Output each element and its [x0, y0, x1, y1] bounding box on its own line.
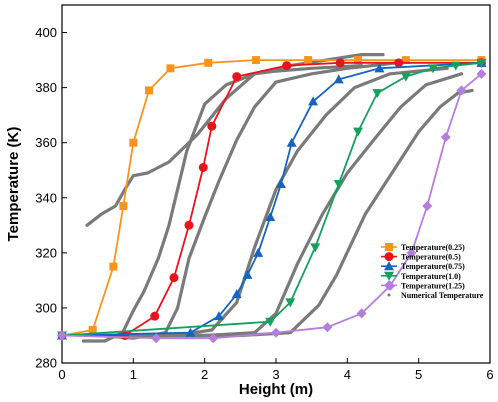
plot-area: [61, 4, 491, 364]
data-point: [119, 202, 128, 211]
y-tick-label: 340: [35, 190, 57, 205]
legend-marker: [384, 261, 394, 271]
experimental-curves: [57, 56, 487, 344]
data-point: [400, 72, 411, 82]
data-point: [406, 247, 417, 258]
legend-label: Temperature(1.25): [401, 281, 465, 290]
legend: Temperature(0.25)Temperature(0.5)Tempera…: [381, 243, 484, 300]
data-point: [185, 327, 196, 337]
data-point: [427, 64, 438, 74]
data-point: [476, 58, 487, 68]
data-point: [322, 322, 333, 333]
y-tick-label: 380: [35, 80, 57, 95]
data-point: [304, 56, 313, 65]
data-point: [286, 137, 297, 147]
x-axis-title: Height (m): [239, 381, 313, 398]
data-point: [374, 63, 385, 73]
legend-label: Numerical Temperature: [401, 291, 484, 300]
legend-label: Temperature(0.5): [401, 253, 461, 262]
data-point: [476, 68, 487, 79]
legend-marker: [385, 243, 393, 251]
data-point: [184, 220, 194, 230]
data-point: [169, 273, 179, 283]
x-tick-label: 6: [486, 367, 493, 382]
numerical-temperature-line: [81, 63, 364, 343]
x-tick-label: 1: [130, 367, 137, 382]
data-point: [282, 61, 292, 71]
data-point: [394, 58, 404, 68]
data-point: [150, 311, 160, 321]
data-point: [57, 330, 67, 341]
data-point: [109, 262, 118, 271]
data-point: [333, 74, 344, 84]
data-point: [207, 121, 217, 131]
data-point: [450, 61, 461, 71]
legend-marker: [384, 271, 394, 281]
data-point: [353, 127, 364, 137]
data-point: [213, 311, 224, 321]
y-axis: 280 300 320 340 360 380 400: [35, 25, 67, 371]
y-tick-label: 320: [35, 245, 57, 260]
x-tick-label: 4: [344, 367, 351, 382]
data-point: [335, 58, 345, 68]
data-point: [422, 201, 433, 212]
data-point: [198, 162, 208, 172]
x-tick-label: 0: [58, 367, 65, 382]
data-point: [275, 179, 286, 188]
numerical-temperature-line: [131, 72, 464, 338]
data-point: [308, 96, 319, 106]
legend-marker: [384, 252, 394, 262]
series-line-4: [61, 72, 483, 340]
legend-label: Temperature(1.0): [401, 272, 461, 281]
data-point: [145, 86, 154, 95]
numerical-temperature-line: [117, 66, 449, 338]
data-point: [253, 247, 264, 257]
data-point: [88, 325, 97, 334]
x-axis: 0 1 2 3 4 5 6: [58, 358, 494, 382]
data-point: [231, 289, 242, 299]
data-point: [166, 64, 175, 73]
legend-marker: [387, 293, 391, 297]
data-point: [372, 89, 383, 99]
y-axis-title: Temperature (K): [5, 127, 22, 242]
data-point: [129, 138, 138, 147]
data-point: [265, 317, 276, 327]
data-point: [456, 85, 467, 96]
data-point: [232, 72, 242, 82]
numerical-temperature-line: [85, 52, 385, 227]
x-tick-label: 5: [415, 367, 422, 382]
data-point: [204, 58, 213, 67]
data-point: [271, 327, 281, 338]
legend-marker: [384, 280, 394, 291]
data-point: [333, 180, 344, 189]
legend-label: Temperature(0.25): [401, 243, 465, 252]
x-tick-label: 2: [201, 367, 208, 382]
data-point: [356, 308, 367, 319]
data-point: [265, 212, 276, 222]
data-point: [401, 56, 410, 65]
legend-label: Temperature(0.75): [401, 262, 465, 271]
data-point: [310, 243, 321, 253]
y-tick-label: 360: [35, 135, 57, 150]
data-point: [252, 56, 261, 65]
data-point: [208, 333, 219, 344]
y-tick-label: 400: [35, 25, 57, 40]
series-line-1: [61, 61, 483, 337]
data-point: [242, 269, 253, 279]
y-tick-label: 300: [35, 300, 57, 315]
x-tick-label: 3: [272, 367, 279, 382]
data-point: [354, 56, 363, 65]
y-tick-label: 280: [35, 356, 57, 371]
data-point: [285, 298, 296, 308]
data-point: [440, 132, 451, 143]
data-point: [151, 333, 162, 344]
